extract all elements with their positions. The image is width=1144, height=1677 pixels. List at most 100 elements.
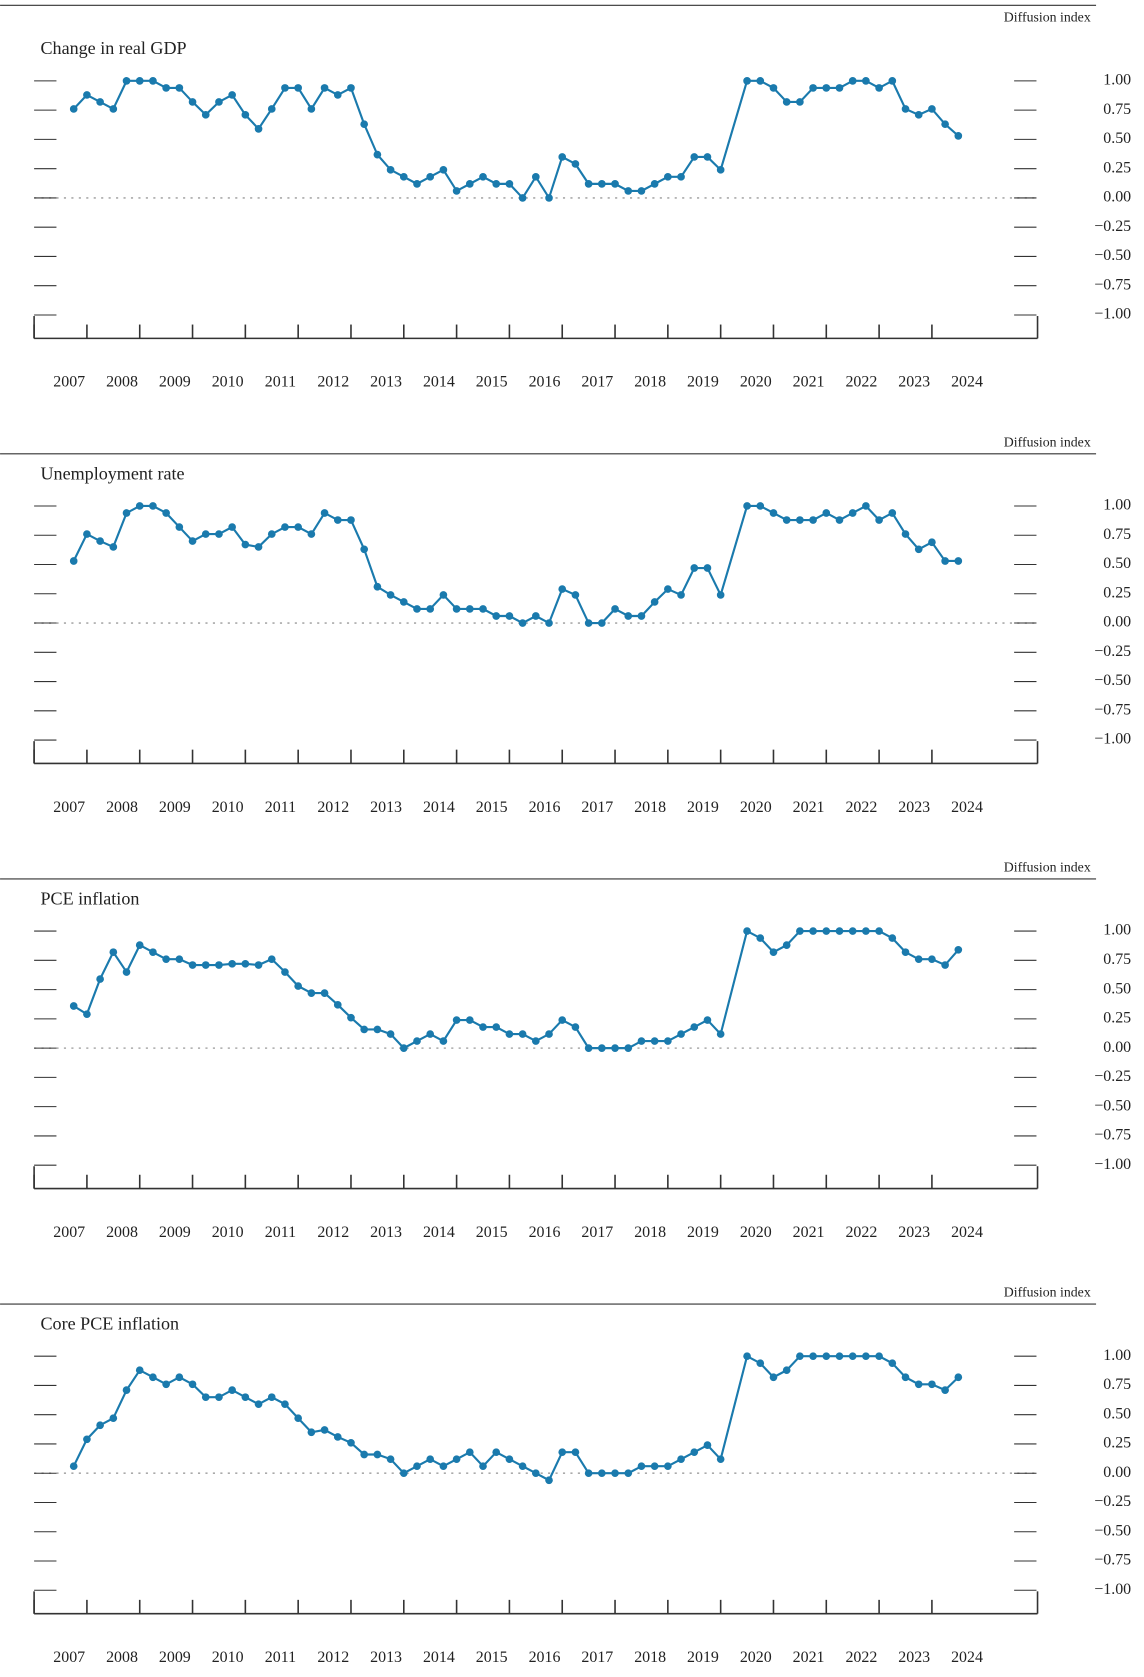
data-point (360, 545, 369, 554)
x-tick-label: 2021 (793, 1649, 825, 1666)
data-point (690, 1023, 699, 1031)
x-tick-label: 2021 (793, 1224, 825, 1241)
x-tick-label: 2019 (687, 1224, 719, 1241)
x-tick-label: 2012 (317, 799, 349, 816)
data-point (307, 530, 316, 538)
data-point (941, 120, 949, 129)
data-point (928, 105, 936, 113)
data-point (281, 968, 289, 976)
data-point (122, 968, 131, 976)
data-point (413, 605, 421, 613)
x-tick-label: 2021 (793, 799, 825, 816)
data-point (347, 1438, 355, 1447)
chart-title: PCE inflation (40, 888, 139, 908)
data-point (149, 77, 157, 85)
y-tick-label: −0.25 (1094, 1068, 1131, 1085)
y-tick-label: −0.50 (1094, 1522, 1131, 1539)
data-point (149, 1373, 157, 1382)
x-tick-label: 2015 (476, 1224, 508, 1241)
data-point (492, 180, 501, 188)
data-point (901, 948, 910, 956)
data-point (531, 612, 540, 620)
x-tick-label: 2013 (370, 1649, 402, 1666)
y-tick-label: 0.25 (1103, 1435, 1131, 1452)
y-axis-label: Diffusion index (1004, 9, 1091, 24)
x-tick-label: 2015 (476, 1649, 508, 1666)
data-point (386, 165, 395, 174)
data-point (637, 612, 646, 620)
data-point (399, 598, 408, 606)
data-point (373, 1450, 382, 1459)
data-point (175, 1373, 184, 1382)
chart-title: Unemployment rate (40, 463, 184, 483)
chart-title: Change in real GDP (40, 38, 186, 58)
data-point (294, 982, 302, 990)
data-point (531, 1469, 540, 1478)
x-tick-label: 2011 (265, 1224, 296, 1241)
data-point (848, 1352, 857, 1361)
series-line (72, 79, 960, 201)
x-tick-label: 2015 (476, 374, 508, 391)
data-point (756, 934, 765, 942)
y-tick-label: −1.00 (1094, 1156, 1131, 1173)
data-point (135, 77, 144, 85)
x-tick-label: 2024 (951, 374, 983, 391)
y-tick-label: −1.00 (1094, 306, 1131, 323)
x-tick-label: 2023 (898, 1649, 930, 1666)
data-point (848, 927, 857, 935)
data-point (149, 502, 157, 510)
x-tick-label: 2020 (740, 1649, 772, 1666)
data-point (650, 598, 659, 606)
y-tick-label: 0.50 (1103, 130, 1131, 147)
data-point (215, 98, 223, 106)
data-point (294, 1414, 302, 1423)
data-point (716, 1030, 725, 1038)
data-point (215, 961, 223, 969)
data-point (452, 605, 461, 613)
data-point (756, 1359, 765, 1368)
data-point (122, 1386, 131, 1394)
data-point (888, 509, 897, 517)
x-tick-label: 2022 (845, 1649, 877, 1666)
x-tick-label: 2018 (634, 1224, 666, 1241)
x-tick-label: 2013 (370, 374, 402, 391)
data-point (373, 150, 382, 159)
data-point (743, 502, 751, 510)
x-tick-label: 2014 (423, 799, 455, 816)
data-point (769, 948, 778, 956)
data-point (677, 1030, 685, 1038)
y-tick-label: −0.50 (1094, 1097, 1131, 1114)
x-tick-label: 2021 (793, 374, 825, 391)
data-point (333, 516, 342, 524)
data-point (954, 1373, 963, 1382)
data-point (558, 1448, 567, 1456)
data-point (347, 84, 355, 92)
data-point (598, 1044, 606, 1052)
data-point (571, 1023, 580, 1031)
data-point (677, 591, 685, 599)
y-tick-label: 0.75 (1103, 101, 1131, 118)
y-tick-label: 0.00 (1103, 614, 1131, 631)
data-point (162, 1380, 170, 1389)
x-tick-label: 2008 (106, 799, 138, 816)
y-tick-label: 0.75 (1103, 526, 1131, 543)
data-point (452, 1016, 461, 1024)
data-point (347, 1013, 355, 1022)
data-point (69, 1002, 78, 1010)
data-point (201, 110, 210, 119)
data-point (188, 1380, 197, 1389)
data-point (901, 1373, 910, 1382)
data-point (848, 77, 857, 85)
data-point (888, 77, 897, 85)
data-point (201, 1393, 210, 1401)
data-point (492, 612, 501, 620)
data-point (545, 619, 553, 627)
x-tick-label: 2007 (53, 799, 85, 816)
data-point (479, 1462, 487, 1471)
data-point (650, 180, 659, 188)
data-point (439, 1037, 448, 1045)
x-tick-label: 2016 (529, 374, 561, 391)
data-point (809, 516, 817, 524)
data-point (677, 173, 685, 181)
data-point (333, 1000, 342, 1009)
